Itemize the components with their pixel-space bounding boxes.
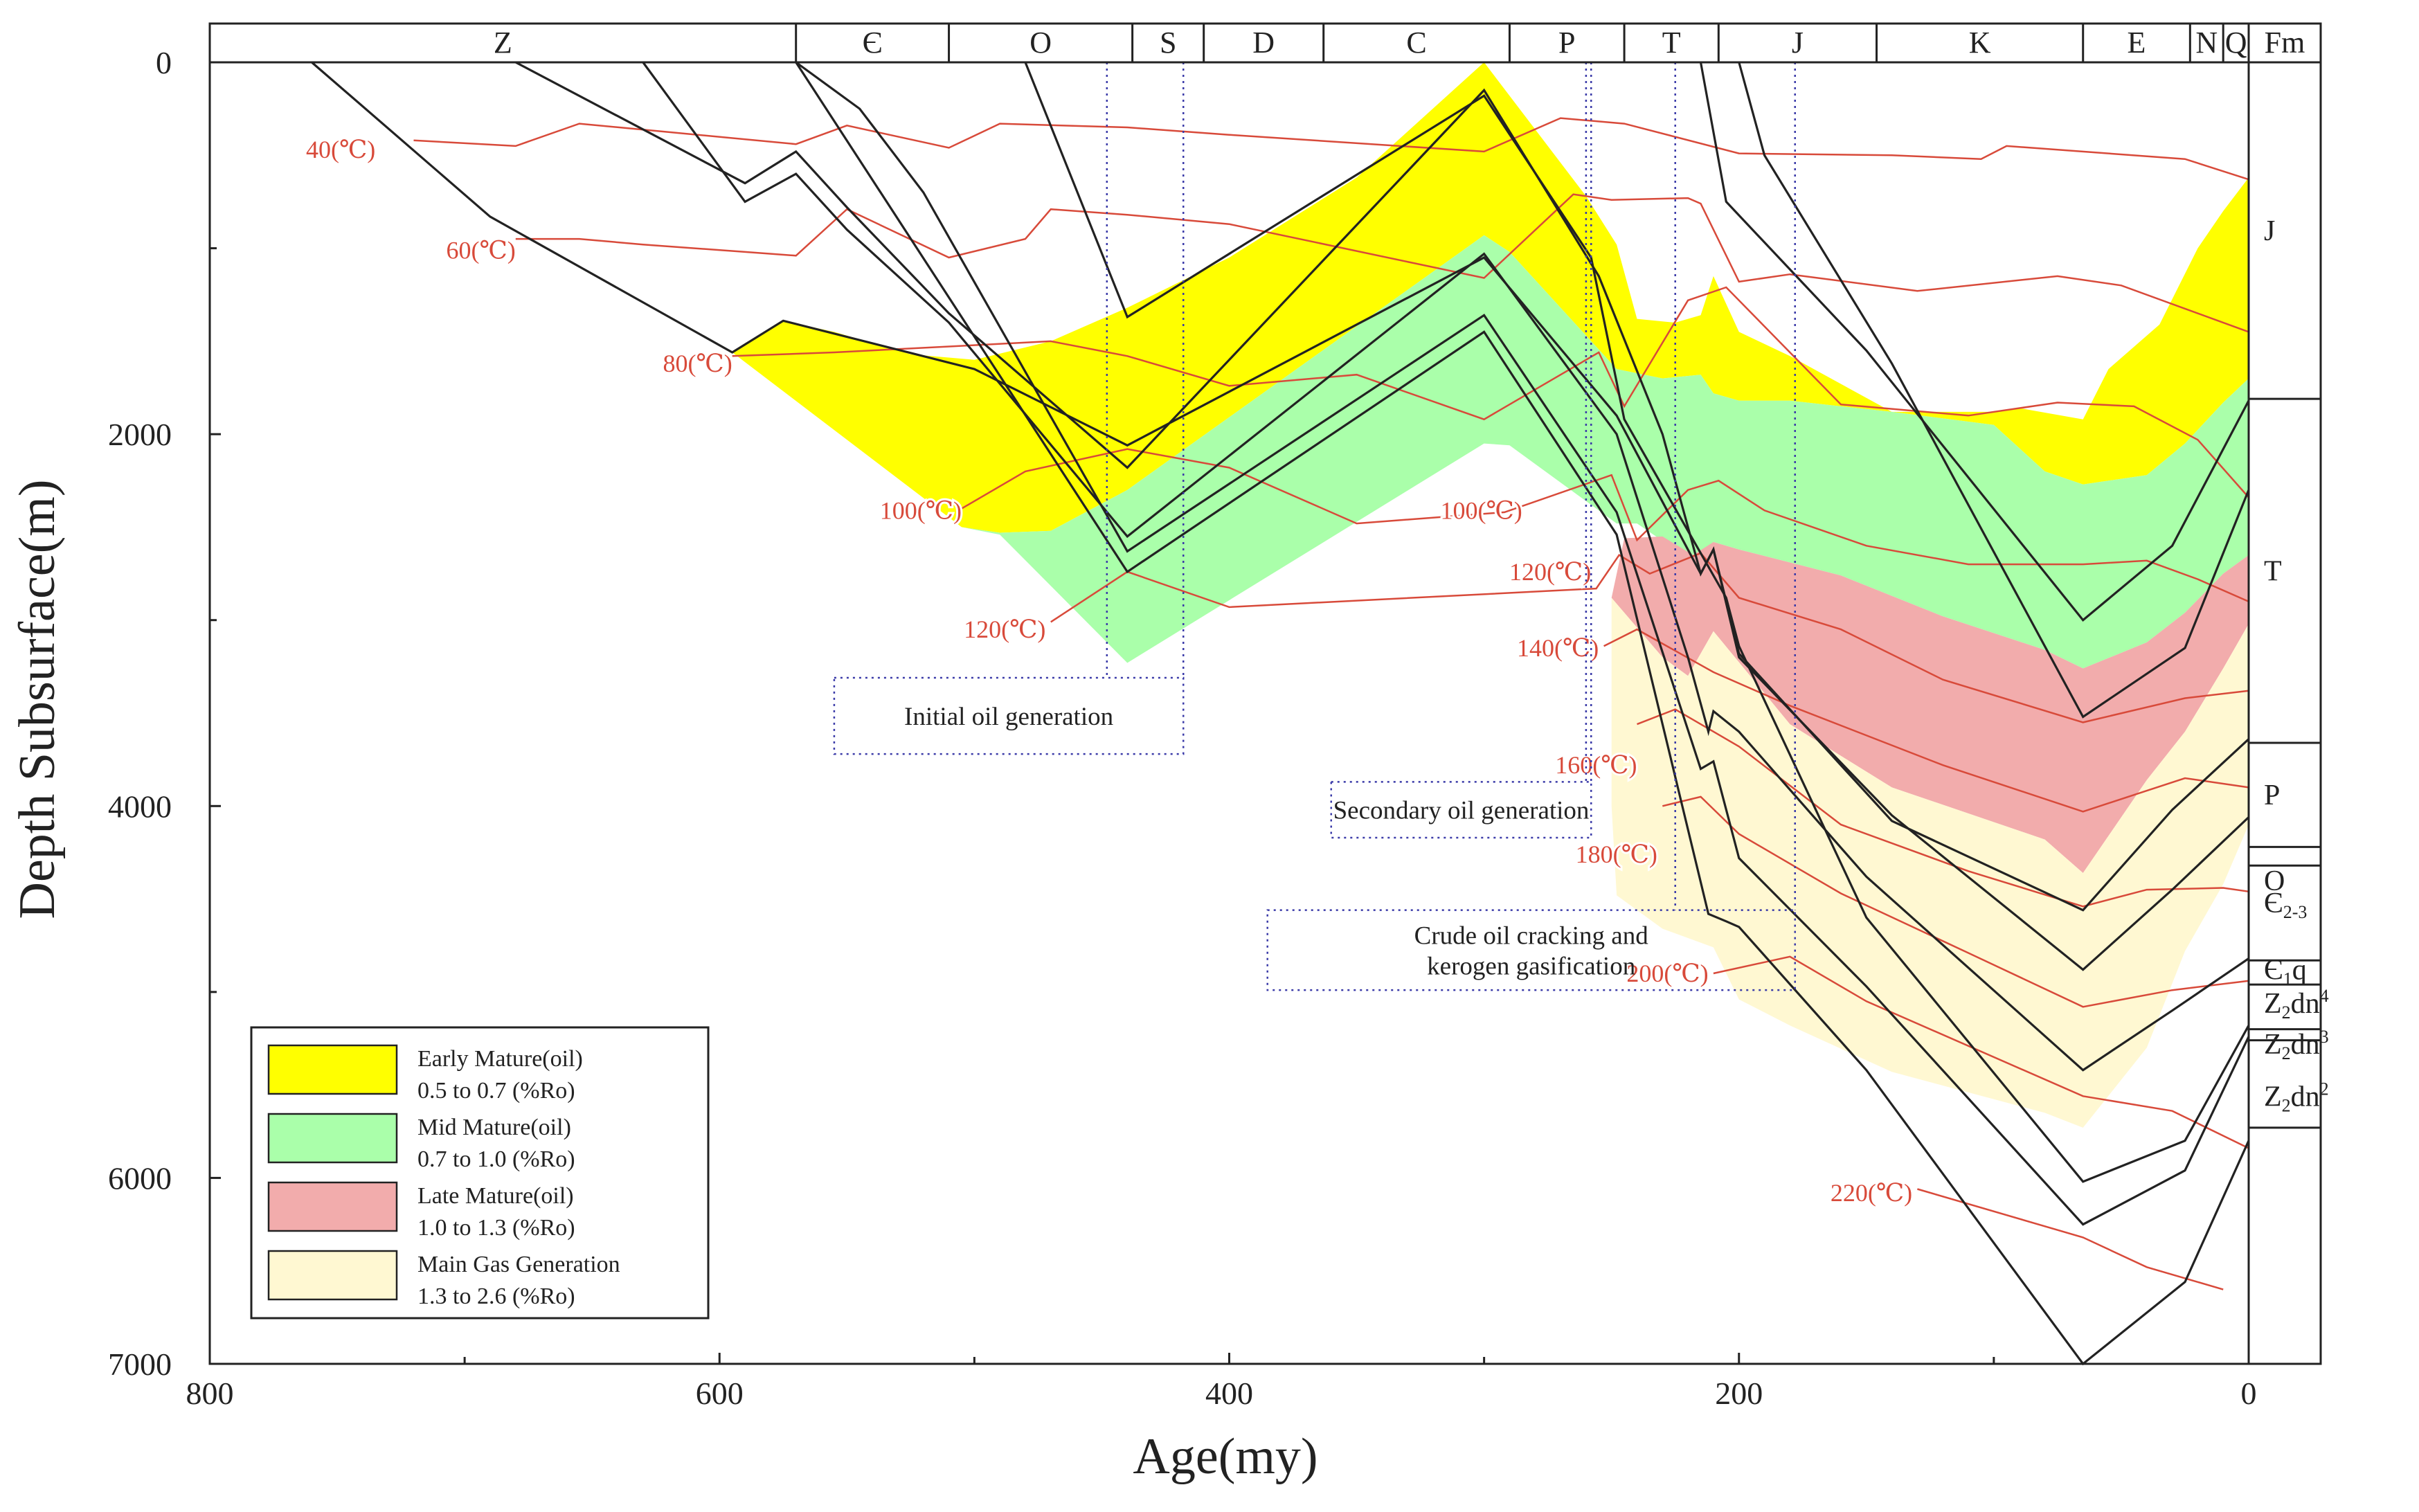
y-axis-title: Depth Subsurface(m) xyxy=(9,480,66,919)
legend-swatch xyxy=(267,1181,398,1232)
maturity-zone-3 xyxy=(1611,536,2249,873)
isotherm-label: 220(℃) xyxy=(1831,1179,1912,1207)
plot-border xyxy=(208,22,2322,1365)
period-label: N xyxy=(2195,26,2218,60)
isotherm-label: 180(℃) xyxy=(1576,840,1657,868)
x-tick-label: 400 xyxy=(1205,1376,1253,1411)
phase-label: Initial oil generation xyxy=(904,703,1113,731)
legend-range: 1.3 to 2.6 (%Ro) xyxy=(417,1284,575,1309)
burial-curve xyxy=(795,62,2250,1366)
burial-curve xyxy=(642,62,2249,1072)
x-tick-label: 0 xyxy=(2241,1376,2257,1411)
formation-label: T xyxy=(2264,556,2282,588)
isotherm-label: 120(℃) xyxy=(964,615,1045,643)
burial-curve xyxy=(1738,62,2250,719)
legend-label: Early Mature(oil) xyxy=(417,1046,583,1072)
period-label: Є xyxy=(863,26,883,60)
phase-label: Crude oil cracking and xyxy=(1414,921,1649,950)
y-tick-label: 0 xyxy=(156,45,172,80)
legend-label: Mid Mature(oil) xyxy=(417,1115,571,1140)
formation-label: Є2-3 xyxy=(2264,888,2307,922)
phase-label: Secondary oil generation xyxy=(1333,797,1590,825)
legend: Early Mature(oil) 0.5 to 0.7 (%Ro) Mid Mat… xyxy=(250,1026,710,1320)
formation-label: Z2dn4 xyxy=(2264,986,2329,1023)
period-label: D xyxy=(1252,26,1275,60)
period-label: C xyxy=(1406,26,1426,60)
burial-curve xyxy=(1024,62,2250,1183)
isotherm-line xyxy=(732,286,2249,498)
maturity-zone-1 xyxy=(732,62,2249,533)
axes: 800 600 400 200 002000400060007000Age(my)Dep… xyxy=(9,45,2257,1485)
legend-range: 1.0 to 1.3 (%Ro) xyxy=(417,1215,575,1241)
isotherm-label: 40(℃) xyxy=(306,136,375,163)
y-tick-label: 6000 xyxy=(108,1160,172,1196)
formation-label: O xyxy=(2264,865,2285,897)
isotherm-lines: 40(℃) 60(℃) 80(℃) 100(℃) 120(℃) 100(℃) 120(℃) 1… xyxy=(304,117,2249,1290)
burial-curve xyxy=(515,61,2250,971)
formation-label: P xyxy=(2264,780,2280,811)
period-label: S xyxy=(1160,26,1176,60)
maturity-zones xyxy=(732,62,2249,1128)
formation-label: J xyxy=(2264,215,2275,247)
period-label: T xyxy=(1662,26,1681,60)
burial-curve xyxy=(1699,62,2250,622)
period-label: P xyxy=(1558,26,1575,60)
period-header: Z Є O S D C P T J K E N Q Fm xyxy=(494,24,2305,62)
isotherm-label: 60(℃) xyxy=(447,236,516,264)
isotherm-label: 80(℃) xyxy=(663,350,732,377)
period-label: J xyxy=(1792,26,1804,60)
legend-swatch xyxy=(267,1044,398,1095)
maturity-zone-2 xyxy=(962,235,2249,669)
phase-box xyxy=(833,676,1185,755)
x-tick-label: 800 xyxy=(186,1376,234,1411)
isotherm-label: 120(℃) xyxy=(1509,558,1591,586)
formation-label: Z2dn3 xyxy=(2264,1027,2329,1063)
phase-box xyxy=(1330,781,1592,839)
y-tick-label: 2000 xyxy=(108,417,172,452)
isotherm-label: 200(℃) xyxy=(1626,960,1708,987)
x-tick-label: 200 xyxy=(1715,1376,1763,1411)
legend-range: 0.5 to 0.7 (%Ro) xyxy=(417,1078,575,1104)
isotherm-label: 100(℃) xyxy=(1441,496,1522,524)
formation-label: Є1q xyxy=(2264,955,2307,989)
isotherm-label: 160(℃) xyxy=(1555,751,1637,779)
legend-range: 0.7 to 1.0 (%Ro) xyxy=(417,1146,575,1172)
burial-curve xyxy=(795,61,2250,1226)
period-label: Q xyxy=(2225,26,2247,60)
period-label: E xyxy=(2128,26,2146,60)
phase-annotations: Initial oil generation Secondary oil gene… xyxy=(833,62,1796,991)
y-tick-label: 4000 xyxy=(108,789,172,824)
y-tick-label: 7000 xyxy=(108,1347,172,1382)
legend-swatch xyxy=(267,1113,398,1164)
x-axis-title: Age(my) xyxy=(1133,1428,1318,1485)
isotherm-line xyxy=(1637,708,2249,908)
burial-curve xyxy=(311,61,2250,912)
isotherm-line xyxy=(1917,1188,2224,1290)
isotherm-line xyxy=(515,193,2249,333)
x-tick-label: 600 xyxy=(696,1376,744,1411)
plot-frame xyxy=(208,22,2322,1365)
legend-label: Late Mature(oil) xyxy=(417,1183,574,1209)
maturity-zone-4 xyxy=(1611,597,2249,1128)
legend-label: Main Gas Generation xyxy=(417,1252,620,1277)
phase-box xyxy=(1266,909,1796,991)
fm-header-label: Fm xyxy=(2265,26,2305,60)
burial-curves xyxy=(311,61,2250,1366)
isotherm-line xyxy=(1603,628,2249,813)
isotherm-line xyxy=(1662,795,2249,1008)
isotherm-line xyxy=(961,448,2249,603)
period-label: Z xyxy=(494,26,512,60)
isotherm-line xyxy=(413,117,2249,181)
period-label: K xyxy=(1969,26,1991,60)
phase-label: kerogen gasification xyxy=(1427,952,1635,980)
isotherm-label: 100(℃) xyxy=(880,496,962,524)
formation-label: Z2dn2 xyxy=(2264,1079,2329,1115)
legend-swatch xyxy=(267,1250,398,1301)
period-label: O xyxy=(1029,26,1052,60)
